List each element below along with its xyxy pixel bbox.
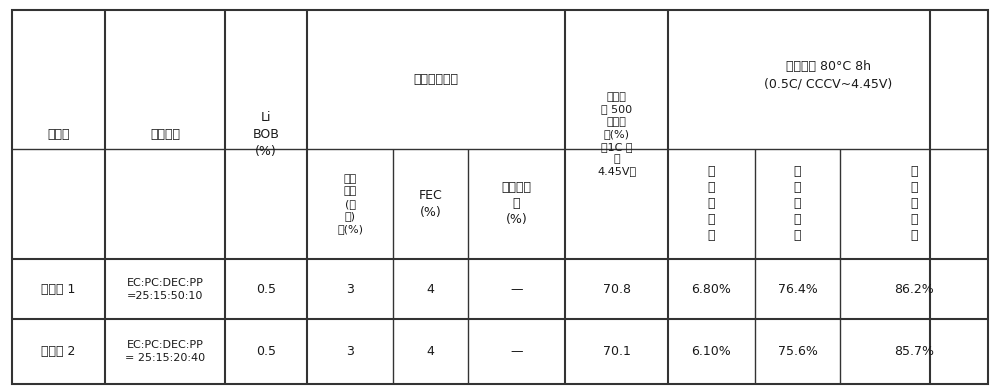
Text: 86.2%: 86.2% [894, 283, 934, 296]
Text: Li
BOB
(%): Li BOB (%) [253, 111, 279, 158]
Text: 3: 3 [346, 283, 354, 296]
Text: 4: 4 [427, 283, 434, 296]
Text: 实施例 1: 实施例 1 [41, 283, 76, 296]
Text: EC:PC:DEC:PP
= 25:15:20:40: EC:PC:DEC:PP = 25:15:20:40 [125, 340, 205, 363]
Text: 4: 4 [427, 345, 434, 358]
Text: 6.80%: 6.80% [692, 283, 731, 296]
Text: 容
量
恢
复
率: 容 量 恢 复 率 [910, 165, 918, 242]
Text: 0.5: 0.5 [256, 283, 276, 296]
Text: 实施例 2: 实施例 2 [41, 345, 76, 358]
Text: 容
量
保
持
率: 容 量 保 持 率 [794, 165, 801, 242]
Text: 常温循
环 500
周保持
率(%)
（1C 充
放
4.45V）: 常温循 环 500 周保持 率(%) （1C 充 放 4.45V） [597, 92, 636, 176]
Text: 添加剂及含量: 添加剂及含量 [414, 73, 458, 86]
Text: FEC
(%): FEC (%) [419, 189, 442, 219]
Text: 乙二
醇双
(丙
腼)
醇(%): 乙二 醇双 (丙 腼) 醇(%) [337, 174, 363, 234]
Text: 85.7%: 85.7% [894, 345, 934, 358]
Text: 厉
度
膨
胀
率: 厉 度 膨 胀 率 [708, 165, 715, 242]
Text: 70.1: 70.1 [603, 345, 630, 358]
Text: —: — [510, 283, 523, 296]
Text: EC:PC:DEC:PP
=25:15:50:10: EC:PC:DEC:PP =25:15:50:10 [127, 278, 203, 301]
Text: 实施例: 实施例 [47, 128, 70, 141]
Text: 0.5: 0.5 [256, 345, 276, 358]
Text: 溶剂组成: 溶剂组成 [150, 128, 180, 141]
Text: —: — [510, 345, 523, 358]
Text: 6.10%: 6.10% [692, 345, 731, 358]
Text: 70.8: 70.8 [602, 283, 631, 296]
Text: 76.4%: 76.4% [778, 283, 817, 296]
Text: 3: 3 [346, 345, 354, 358]
Text: 其他添加
剂
(%): 其他添加 剂 (%) [502, 181, 532, 226]
Text: 高温储存 80°C 8h
(0.5C/ CCCV~4.45V): 高温储存 80°C 8h (0.5C/ CCCV~4.45V) [764, 60, 892, 91]
Text: 75.6%: 75.6% [778, 345, 817, 358]
